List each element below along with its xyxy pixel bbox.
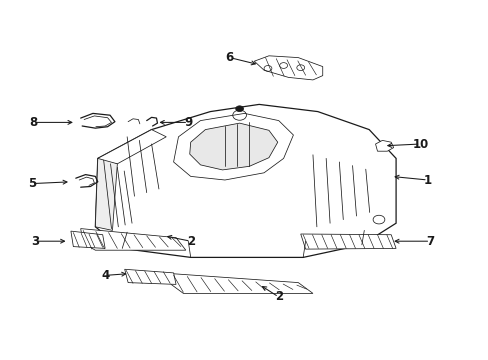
Text: 3: 3 xyxy=(31,235,39,248)
Polygon shape xyxy=(71,231,105,248)
Text: 8: 8 xyxy=(29,116,37,129)
Polygon shape xyxy=(300,234,395,249)
Text: 5: 5 xyxy=(28,177,36,190)
Polygon shape xyxy=(171,274,312,293)
Polygon shape xyxy=(189,123,277,170)
Text: 6: 6 xyxy=(225,51,233,64)
Polygon shape xyxy=(98,130,166,164)
Polygon shape xyxy=(95,158,117,230)
Text: 4: 4 xyxy=(101,269,109,282)
Circle shape xyxy=(235,106,243,112)
Text: 2: 2 xyxy=(274,291,282,303)
Polygon shape xyxy=(124,269,176,284)
Polygon shape xyxy=(375,140,393,151)
Text: 7: 7 xyxy=(426,235,433,248)
Text: 10: 10 xyxy=(411,138,428,150)
Polygon shape xyxy=(95,104,395,257)
Text: 1: 1 xyxy=(423,174,431,186)
Text: 9: 9 xyxy=(184,116,192,129)
Polygon shape xyxy=(173,113,293,180)
Polygon shape xyxy=(81,229,185,250)
Polygon shape xyxy=(254,56,322,80)
Text: 2: 2 xyxy=(186,235,194,248)
